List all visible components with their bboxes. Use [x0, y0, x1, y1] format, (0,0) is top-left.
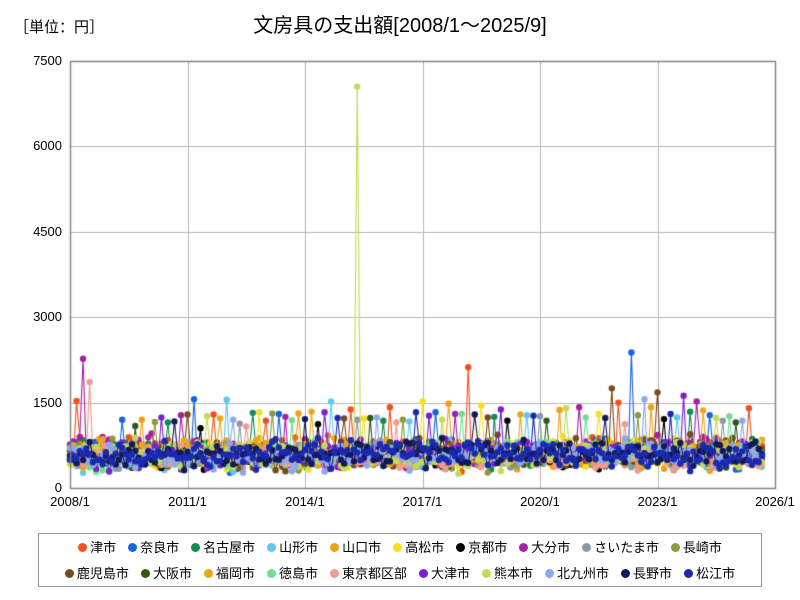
legend-item-大阪市[interactable]: 大阪市 [140, 565, 192, 581]
x-tick-label: 2026/1 [755, 494, 795, 509]
y-tick-label: 1500 [33, 394, 62, 410]
legend-label: 福岡市 [215, 565, 255, 581]
legend-marker-icon [329, 568, 339, 578]
legend-item-奈良市[interactable]: 奈良市 [128, 540, 179, 555]
legend-row-2: 鹿児島市 大阪市 福岡市 徳島市 東京都区部 大津市 熊本市 北九州市 長野市 松江市 [39, 560, 761, 586]
legend-item-北九州市[interactable]: 北九州市 [545, 566, 609, 581]
legend-marker-icon [519, 542, 529, 552]
legend-marker-icon [191, 542, 201, 552]
x-tick-label: 2008/1 [50, 494, 90, 509]
legend-marker-icon [456, 542, 466, 552]
legend-marker-icon [203, 568, 213, 578]
legend-label: 大阪市 [152, 565, 192, 581]
y-tick-label: 4500 [33, 223, 62, 239]
legend-label: さいたま市 [594, 539, 659, 555]
legend-item-長野市[interactable]: 長野市 [621, 566, 672, 581]
legend-label: 大津市 [431, 565, 471, 581]
legend-marker-icon [128, 542, 138, 552]
legend-label: 山口市 [342, 539, 382, 555]
legend-item-徳島市[interactable]: 徳島市 [266, 565, 318, 581]
legend-label: 高松市 [405, 539, 445, 555]
legend-marker-icon [419, 568, 428, 578]
x-tick-label: 2014/1 [285, 494, 325, 509]
x-tick-label: 2011/1 [168, 494, 207, 509]
x-tick-label: 2020/1 [520, 494, 560, 509]
legend-item-長崎市[interactable]: 長崎市 [670, 539, 722, 555]
legend-item-京都市[interactable]: 京都市 [456, 540, 507, 555]
legend-marker-icon [64, 568, 74, 578]
legend-marker-icon [545, 568, 555, 578]
legend-marker-icon [621, 568, 631, 578]
chart-legend: 津市 奈良市 名古屋市 山形市 山口市 高松市 京都市 大分市 さいたま市 長崎市鹿児島市 大阪市 福… [38, 533, 762, 587]
legend-item-大津市[interactable]: 大津市 [419, 566, 470, 581]
legend-item-さいたま市[interactable]: さいたま市 [582, 540, 659, 555]
legend-marker-icon [482, 568, 492, 578]
legend-item-東京都区部[interactable]: 東京都区部 [329, 565, 407, 581]
legend-item-大分市[interactable]: 大分市 [519, 540, 570, 555]
legend-label: 鹿児島市 [76, 565, 129, 581]
legend-label: 徳島市 [278, 565, 318, 581]
legend-label: 京都市 [468, 539, 508, 555]
legend-label: 名古屋市 [203, 539, 256, 555]
legend-item-鹿児島市[interactable]: 鹿児島市 [64, 565, 129, 581]
legend-label: 松江市 [696, 565, 736, 581]
plot-area: 0 1500 3000 4500 6000 7500 2008/1 2011/1 2014/1… [0, 0, 800, 520]
y-tick-label: 7500 [33, 53, 62, 68]
legend-label: 長崎市 [682, 539, 722, 555]
legend-item-熊本市[interactable]: 熊本市 [482, 566, 533, 581]
legend-marker-icon [684, 568, 694, 578]
legend-item-福岡市[interactable]: 福岡市 [203, 565, 255, 581]
x-tick-label: 2017/1 [402, 494, 443, 509]
legend-item-高松市[interactable]: 高松市 [393, 540, 444, 555]
legend-marker-icon [582, 542, 592, 552]
legend-marker-icon [267, 542, 277, 552]
x-tick-label: 2023/1 [637, 494, 678, 509]
legend-row-1: 津市 奈良市 名古屋市 山形市 山口市 高松市 京都市 大分市 さいたま市 長崎市 [39, 534, 761, 560]
legend-marker-icon [266, 568, 276, 578]
legend-marker-icon [670, 542, 680, 552]
legend-label: 北九州市 [557, 565, 610, 581]
legend-label: 長野市 [633, 565, 673, 581]
y-tick-label: 6000 [33, 138, 62, 154]
legend-marker-icon [330, 542, 340, 552]
legend-label: 東京都区部 [341, 565, 407, 581]
legend-item-山口市[interactable]: 山口市 [330, 540, 381, 555]
legend-label: 山形市 [279, 539, 319, 555]
legend-marker-icon [140, 568, 150, 578]
legend-marker-icon [78, 542, 88, 552]
legend-item-名古屋市[interactable]: 名古屋市 [191, 540, 255, 555]
legend-item-山形市[interactable]: 山形市 [267, 540, 318, 555]
line-chart-canvas [0, 0, 800, 520]
legend-item-津市[interactable]: 津市 [78, 540, 116, 555]
legend-marker-icon [393, 542, 403, 552]
y-tick-label: 3000 [33, 309, 62, 325]
legend-label: 奈良市 [140, 539, 180, 555]
legend-item-松江市[interactable]: 松江市 [684, 566, 735, 581]
y-tick-label: 0 [54, 480, 62, 495]
legend-label: 熊本市 [494, 565, 534, 581]
legend-label: 大分市 [531, 539, 571, 555]
legend-label: 津市 [90, 539, 117, 555]
